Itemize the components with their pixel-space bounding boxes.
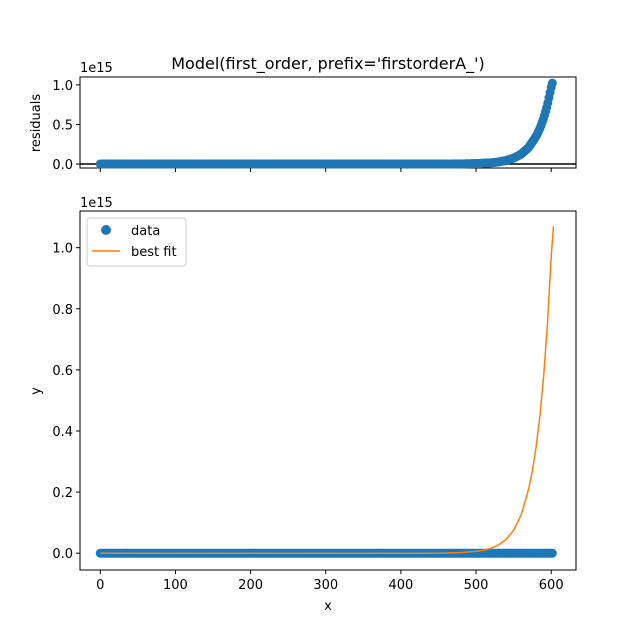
legend: data best fit — [86, 217, 187, 267]
legend-box — [86, 217, 187, 267]
fit-y-tick-label: 0.0 — [52, 547, 73, 562]
fit-y-tick-label: 0.8 — [52, 303, 73, 318]
res-y-tick-label: 0.5 — [52, 118, 73, 133]
residuals-x-ticks — [99, 168, 552, 172]
fit-x-tick-label: 500 — [464, 578, 489, 593]
residuals-y-axis-label: residuals — [29, 94, 44, 153]
legend-best-fit-label: best fit — [131, 245, 177, 260]
fit-x-tick-label: 0 — [96, 578, 104, 593]
legend-data-marker — [101, 225, 111, 235]
fit-x-tick-label: 200 — [238, 578, 263, 593]
fit-panel: 0.0 0.2 0.4 0.6 0.8 1.0 0 100 200 300 400 500 600 1… — [29, 196, 577, 614]
chart-title: Model(first_order, prefix='firstorderA_'… — [171, 54, 484, 74]
fit-y-axis-label: y — [29, 387, 44, 395]
fit-x-axis-label: x — [324, 599, 332, 614]
res-y-tick-label: 1.0 — [52, 79, 73, 94]
fit-y-ticks: 0.0 0.2 0.4 0.6 0.8 1.0 — [52, 242, 80, 562]
fit-plot-area — [79, 210, 577, 571]
residuals-y-ticks: 0.0 0.5 1.0 — [52, 79, 80, 173]
residuals-offset-text: 1e15 — [80, 61, 113, 76]
best-fit-line — [100, 226, 555, 554]
data-point — [547, 548, 557, 558]
fit-series — [95, 226, 557, 558]
fit-x-tick-label: 300 — [313, 578, 338, 593]
fit-y-tick-label: 0.2 — [52, 486, 73, 501]
fit-x-ticks: 0 100 200 300 400 500 600 — [96, 570, 564, 593]
residual-point — [547, 78, 557, 88]
fit-x-tick-label: 400 — [388, 578, 413, 593]
fit-y-tick-label: 0.4 — [52, 425, 73, 440]
res-y-tick-label: 0.0 — [52, 158, 73, 173]
fit-x-tick-label: 100 — [163, 578, 188, 593]
fit-y-tick-label: 1.0 — [52, 242, 73, 257]
fit-x-tick-label: 600 — [539, 578, 564, 593]
residuals-plot-area — [79, 76, 577, 169]
residuals-panel: 0.0 0.5 1.0 1e15 residuals — [29, 61, 577, 173]
residuals-markers — [95, 78, 557, 169]
legend-data-label: data — [131, 224, 160, 239]
fit-y-tick-label: 0.6 — [52, 364, 73, 379]
fit-offset-text: 1e15 — [80, 196, 113, 211]
